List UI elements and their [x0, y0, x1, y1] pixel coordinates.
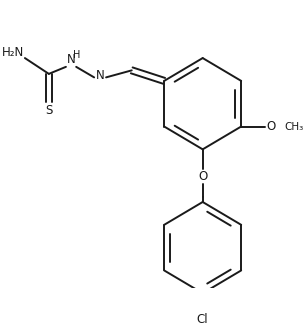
- Text: CH₃: CH₃: [284, 122, 303, 132]
- Text: O: O: [198, 170, 207, 183]
- Text: H: H: [73, 49, 81, 59]
- Text: S: S: [45, 104, 53, 117]
- Text: O: O: [267, 120, 276, 133]
- Text: N: N: [67, 53, 76, 66]
- Text: Cl: Cl: [197, 313, 208, 325]
- Text: H₂N: H₂N: [2, 46, 24, 59]
- Text: N: N: [96, 69, 104, 82]
